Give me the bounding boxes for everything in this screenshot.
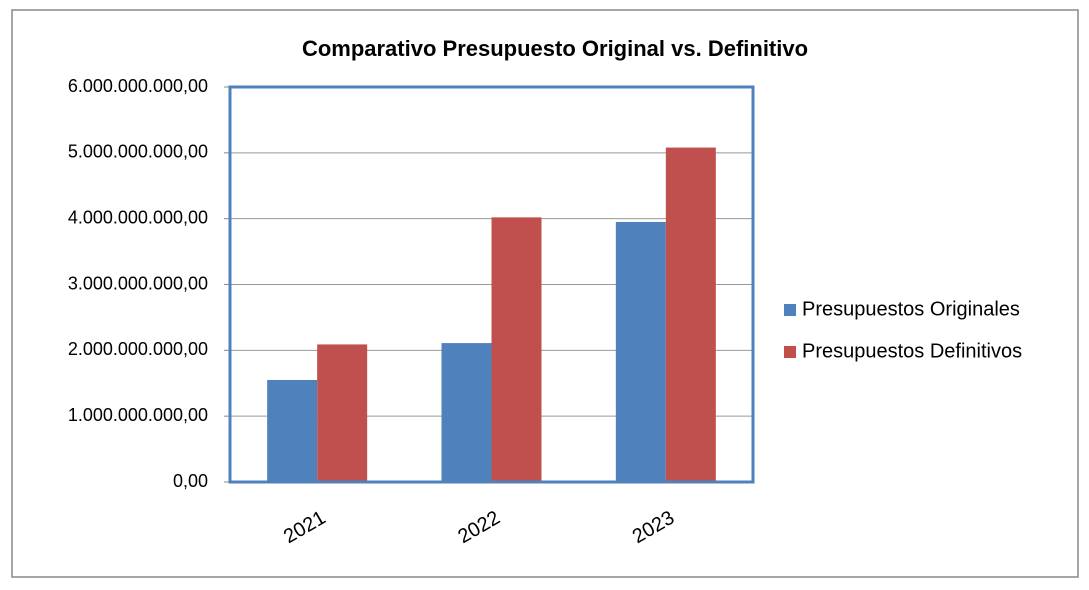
legend-label: Presupuestos Originales bbox=[802, 298, 1020, 320]
y-tick-label: 5.000.000.000,00 bbox=[68, 142, 208, 162]
legend-swatch bbox=[784, 304, 796, 316]
plot-border bbox=[228, 85, 755, 484]
y-tick-label: 0,00 bbox=[173, 471, 208, 491]
bar bbox=[665, 147, 716, 483]
bar bbox=[615, 221, 666, 483]
y-tick-label: 3.000.000.000,00 bbox=[68, 273, 208, 293]
legend-swatch bbox=[784, 346, 796, 358]
y-tick-label: 1.000.000.000,00 bbox=[68, 405, 208, 425]
bar bbox=[491, 217, 542, 482]
bar bbox=[267, 379, 318, 482]
y-tick-label: 2.000.000.000,00 bbox=[68, 339, 208, 359]
legend-label: Presupuestos Definitivos bbox=[802, 340, 1022, 362]
chart-title: Comparativo Presupuesto Original vs. Def… bbox=[302, 36, 808, 61]
bar bbox=[317, 344, 368, 482]
y-tick-label: 4.000.000.000,00 bbox=[68, 207, 208, 227]
bar bbox=[441, 343, 492, 482]
y-tick-label: 6.000.000.000,00 bbox=[68, 76, 208, 96]
